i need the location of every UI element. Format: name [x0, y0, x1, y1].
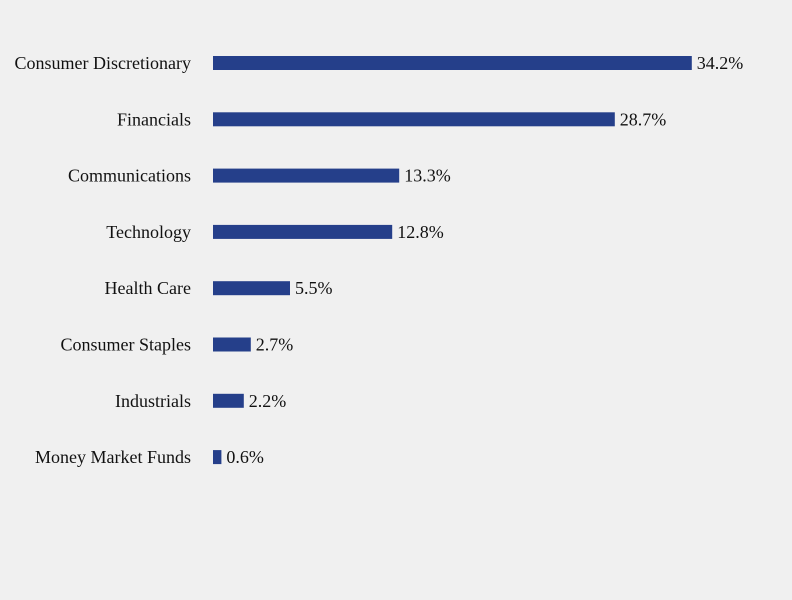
- category-label-consumer-discretionary: Consumer Discretionary: [15, 53, 191, 73]
- value-label-money-market-funds: 0.6%: [226, 447, 264, 467]
- category-label-health-care: Health Care: [105, 278, 191, 298]
- category-labels: Consumer Discretionary Financials Communic…: [15, 53, 191, 467]
- bar-financials: [213, 112, 615, 127]
- bars: [213, 56, 692, 465]
- bar-money-market-funds: [213, 450, 222, 465]
- value-label-industrials: 2.2%: [249, 391, 286, 411]
- category-label-financials: Financials: [117, 109, 191, 129]
- value-label-financials: 28.7%: [620, 109, 667, 129]
- category-label-technology: Technology: [106, 222, 191, 242]
- category-label-money-market-funds: Money Market Funds: [35, 447, 191, 467]
- value-label-communications: 13.3%: [404, 166, 451, 186]
- bar-technology: [213, 224, 393, 239]
- value-label-health-care: 5.5%: [295, 278, 333, 298]
- value-label-technology: 12.8%: [397, 222, 444, 242]
- bar-consumer-discretionary: [213, 56, 692, 70]
- bar-consumer-staples: [213, 337, 251, 352]
- value-labels: 34.2% 28.7% 13.3% 12.8% 5.5% 2.7% 2.2% 0.6%: [226, 53, 743, 467]
- category-label-communications: Communications: [68, 166, 191, 186]
- bar-health-care: [213, 281, 290, 296]
- bar-communications: [213, 168, 400, 183]
- category-label-industrials: Industrials: [115, 391, 191, 411]
- bar-industrials: [213, 393, 244, 408]
- value-label-consumer-staples: 2.7%: [256, 335, 293, 355]
- category-label-consumer-staples: Consumer Staples: [61, 335, 192, 355]
- value-label-consumer-discretionary: 34.2%: [697, 53, 744, 73]
